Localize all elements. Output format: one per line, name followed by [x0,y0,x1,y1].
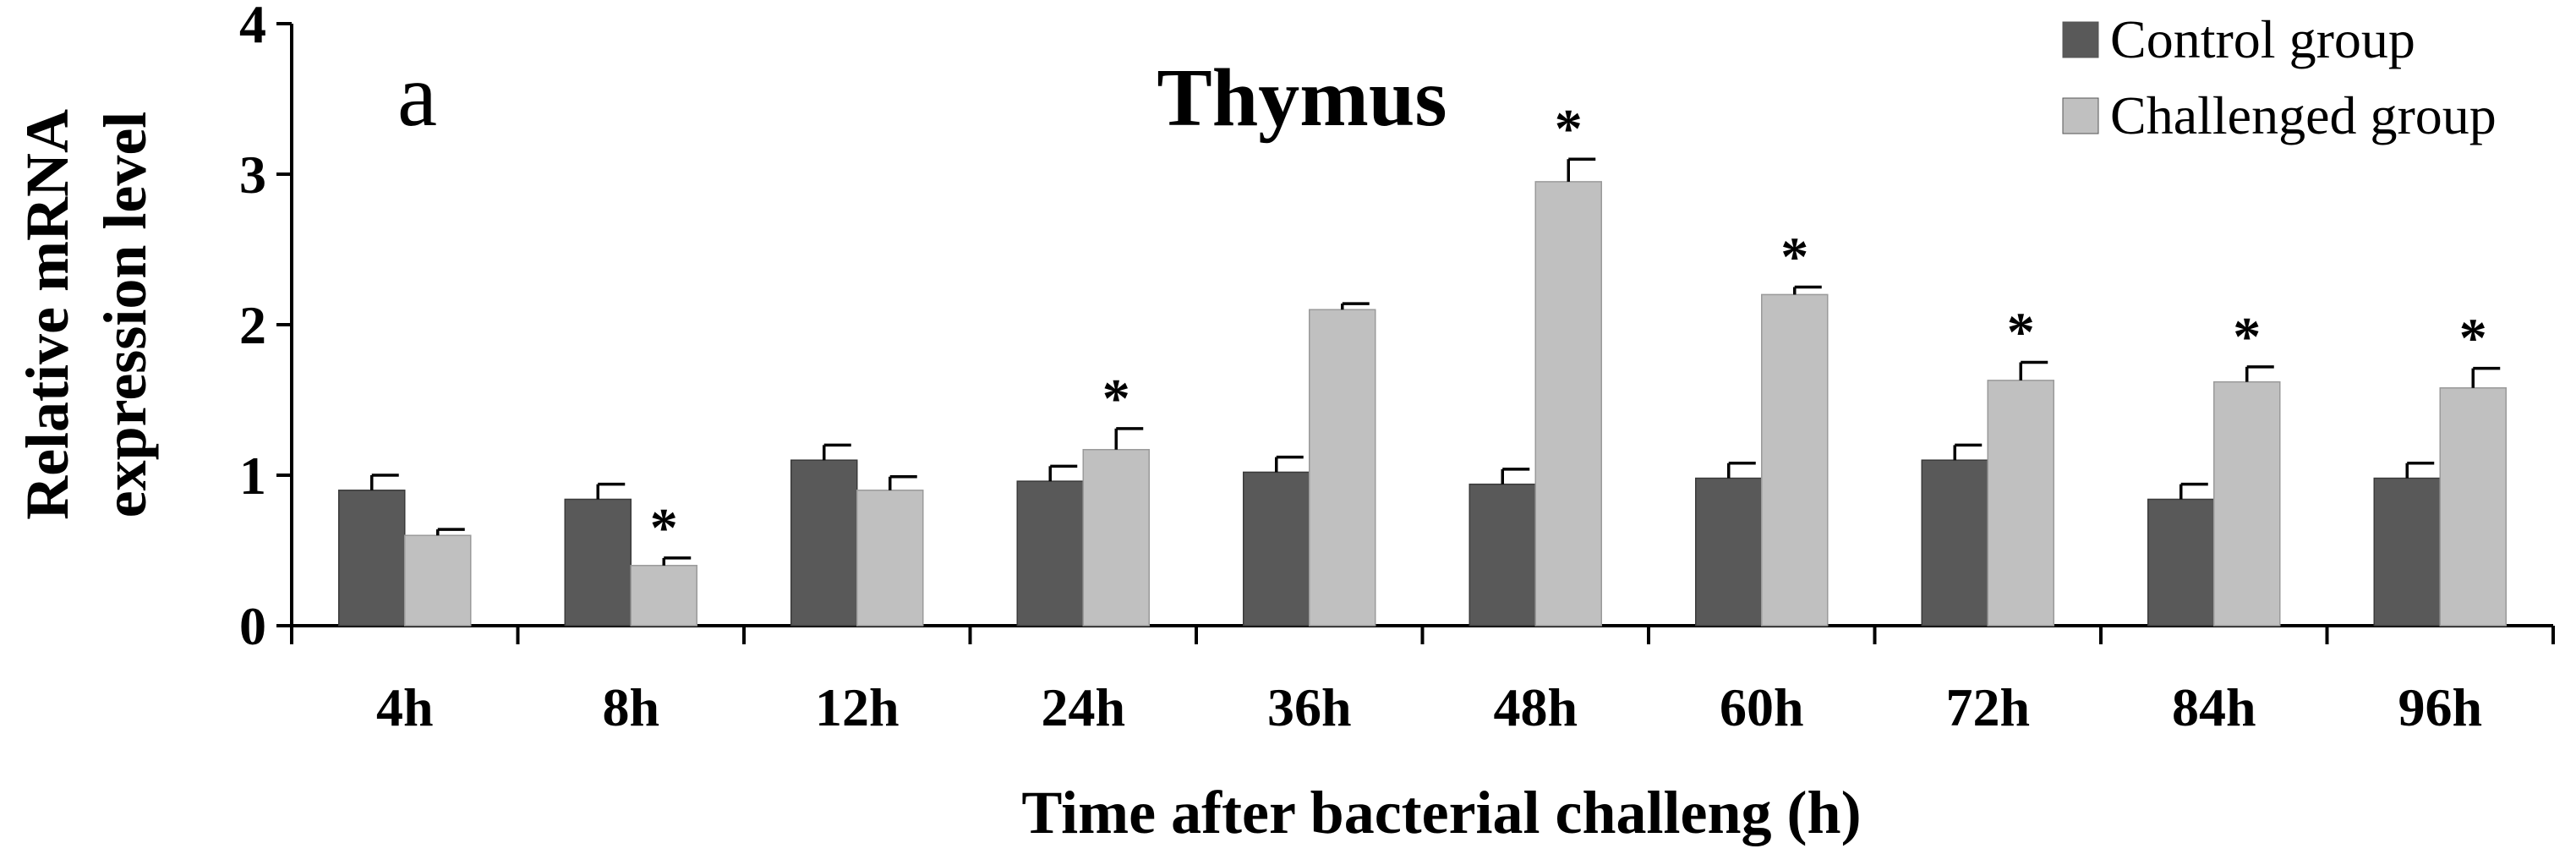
chart-labels: 4h 8h * 12h 24h * 36h 48h * 60h * 72h * 84h * 96h * [376,98,2487,737]
bar-challenged [1534,181,1602,627]
x-category-label: 84h [2172,677,2256,737]
bar-challenged [1761,293,1829,627]
bar-challenged [1309,309,1376,627]
x-category-label: 48h [1493,677,1578,737]
x-category-label: 12h [815,677,900,737]
x-category-label: 72h [1945,677,2030,737]
significance-marker: * [2459,308,2487,370]
bar-control [1695,477,1763,627]
x-category-label: 36h [1267,677,1352,737]
bar-control [564,498,632,627]
x-category-label: 4h [376,677,434,737]
bar-challenged [630,565,697,627]
bar-challenged [1082,448,1150,627]
significance-marker: * [1780,227,1808,288]
bar-challenged [404,534,472,627]
y-axis-title-line-1: Relative mRNA [14,109,81,520]
y-tick-label: 2 [239,295,266,355]
y-tick-label: 0 [239,596,266,656]
significance-marker: * [1102,368,1130,430]
x-category-label: 8h [602,677,659,737]
y-tick-label: 3 [239,145,266,205]
bar-control [2147,498,2215,627]
significance-marker: * [2233,306,2261,368]
y-axis-title: Relative mRNA expression level [14,109,159,520]
panel-label: a [397,46,437,145]
bar-challenged [1987,380,2054,627]
legend-label-challenged: Challenged group [2110,85,2497,145]
bar-control [1243,471,1310,627]
bar-control [1921,459,1988,627]
x-category-label: 96h [2398,677,2482,737]
y-tick-label: 4 [239,0,266,54]
bar-control [1468,483,1536,627]
bar-control [1016,480,1084,627]
bar-challenged [856,490,924,627]
legend-label-control: Control group [2110,9,2415,69]
y-axis-title-line-2: expression level [91,112,159,518]
legend-swatch-challenged [2062,97,2099,134]
bar-control [338,490,406,627]
significance-marker: * [2007,302,2035,364]
y-tick-label: 1 [239,446,266,506]
bar-challenged [2213,380,2281,627]
chart-title: Thymus [1157,52,1447,144]
bar-challenged [2439,387,2507,627]
x-category-label: 60h [1720,677,1804,737]
significance-marker: * [1555,98,1583,160]
legend-swatch-control [2062,21,2099,58]
x-axis-title: Time after bacterial challeng (h) [1021,779,1861,846]
chart-bars [338,157,2507,627]
legend: Control group Challenged group [2062,9,2497,145]
bar-control [2373,477,2441,627]
bar-control [790,459,858,627]
x-category-label: 24h [1041,677,1125,737]
significance-marker: * [650,497,678,559]
